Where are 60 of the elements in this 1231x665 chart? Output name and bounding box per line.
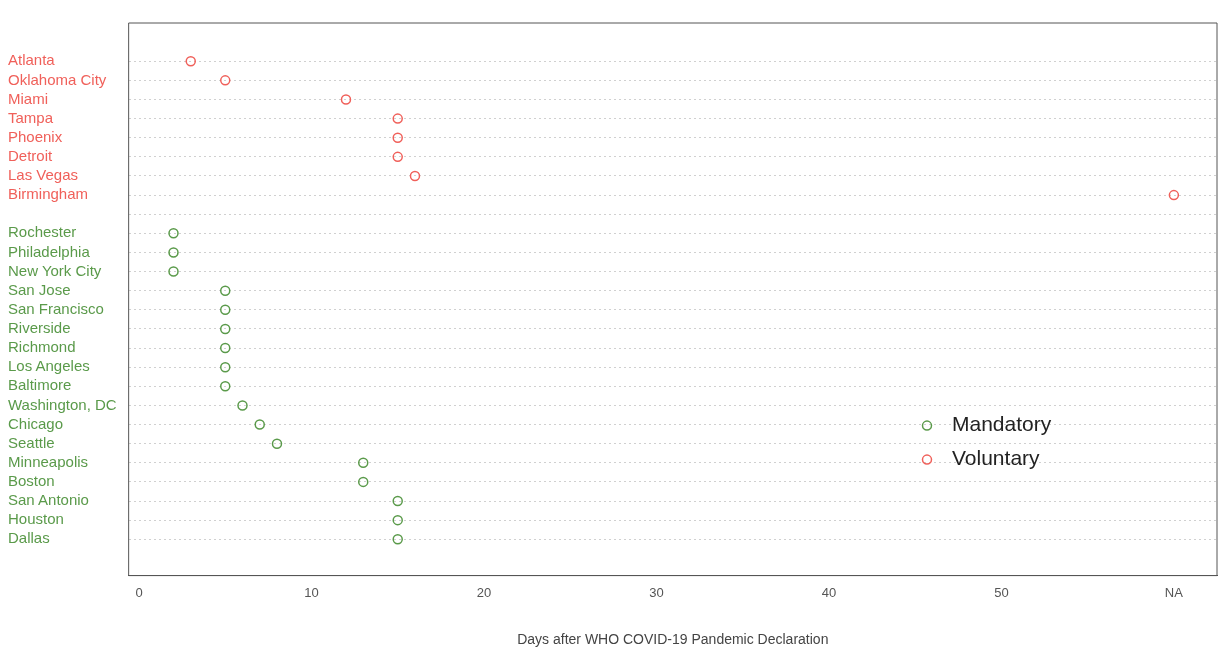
point <box>219 381 231 392</box>
point <box>254 419 265 430</box>
y-tick-label: Philadelphia <box>8 242 91 260</box>
y-tick-label: San Francisco <box>8 299 104 317</box>
y-tick-label: Detroit <box>8 146 54 164</box>
point <box>357 457 369 469</box>
y-tick-label: Miami <box>8 89 48 107</box>
legend-label: Mandatory <box>952 412 1052 436</box>
y-tick-label: Richmond <box>8 338 76 356</box>
y-tick-label: Baltimore <box>8 376 72 394</box>
y-tick-label: New York City <box>8 261 102 279</box>
x-tick-label: 20 <box>476 584 492 600</box>
x-axis-title: Days after WHO COVID-19 Pandemic Declaration <box>517 631 829 648</box>
y-tick-label: Washington, DC <box>8 395 117 413</box>
point <box>185 55 196 67</box>
point <box>219 75 231 86</box>
point <box>392 132 403 143</box>
y-tick-label: Seattle <box>8 433 55 451</box>
point <box>392 534 403 545</box>
point <box>219 304 231 316</box>
x-tick-label: NA <box>1164 584 1184 600</box>
point <box>392 514 403 526</box>
y-tick-label: Dallas <box>8 529 50 547</box>
point <box>392 113 403 124</box>
y-tick-label: Riverside <box>8 319 71 337</box>
x-tick-label: 50 <box>994 584 1009 600</box>
y-tick-label: Houston <box>8 510 64 528</box>
x-tick-label: 10 <box>304 584 319 600</box>
y-tick-label: San Jose <box>8 280 71 298</box>
x-tick-label: 0 <box>135 584 143 600</box>
point <box>237 400 248 411</box>
y-tick-label: Rochester <box>8 223 77 241</box>
point <box>219 323 231 335</box>
point <box>168 266 179 277</box>
y-tick-label: Minneapolis <box>8 452 89 470</box>
y-tick-label: Tampa <box>8 108 54 126</box>
point <box>168 228 179 239</box>
y-tick-label: Atlanta <box>8 51 56 69</box>
point <box>271 438 283 449</box>
legend-label: Voluntary <box>952 446 1041 470</box>
point <box>219 342 231 354</box>
x-tick-label: 30 <box>649 584 664 600</box>
y-tick-label: Birmingham <box>8 185 89 203</box>
point <box>357 476 369 488</box>
y-tick-label: Boston <box>8 472 55 490</box>
y-tick-label: Los Angeles <box>8 357 90 375</box>
point <box>219 285 231 296</box>
x-tick-label: 40 <box>821 584 837 600</box>
point <box>409 170 421 182</box>
y-tick-label: Las Vegas <box>8 166 79 184</box>
point <box>168 247 179 258</box>
point <box>1168 189 1180 201</box>
y-tick-label: Phoenix <box>8 127 63 145</box>
y-tick-label: Chicago <box>8 414 64 432</box>
y-tick-label: Oklahoma City <box>8 70 107 88</box>
point <box>392 495 403 507</box>
point <box>219 361 231 373</box>
y-tick-label: San Antonio <box>8 491 89 509</box>
point <box>340 94 352 105</box>
point <box>392 151 403 163</box>
